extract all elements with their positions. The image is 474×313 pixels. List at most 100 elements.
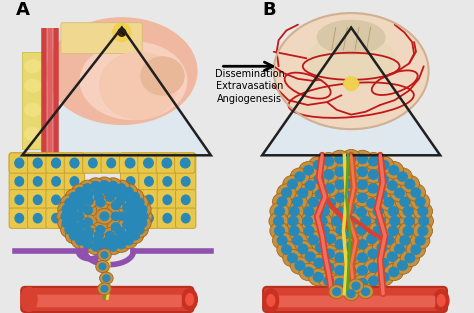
Ellipse shape: [145, 158, 153, 168]
Ellipse shape: [62, 205, 71, 213]
Ellipse shape: [405, 180, 415, 189]
Ellipse shape: [353, 236, 372, 253]
Ellipse shape: [101, 252, 108, 258]
Ellipse shape: [126, 195, 135, 204]
Ellipse shape: [122, 223, 140, 239]
Ellipse shape: [284, 222, 304, 240]
Ellipse shape: [300, 222, 319, 239]
Ellipse shape: [353, 189, 372, 207]
Ellipse shape: [368, 203, 388, 220]
FancyBboxPatch shape: [46, 153, 66, 173]
Ellipse shape: [352, 203, 371, 221]
Ellipse shape: [341, 175, 361, 192]
Ellipse shape: [72, 233, 89, 249]
Ellipse shape: [15, 177, 24, 186]
Ellipse shape: [403, 226, 413, 235]
Ellipse shape: [364, 272, 383, 290]
FancyBboxPatch shape: [46, 153, 66, 173]
Ellipse shape: [341, 225, 361, 242]
Ellipse shape: [384, 198, 394, 207]
Ellipse shape: [145, 177, 153, 186]
FancyBboxPatch shape: [175, 171, 196, 192]
Ellipse shape: [353, 150, 372, 168]
Ellipse shape: [64, 205, 82, 220]
Ellipse shape: [332, 217, 341, 226]
FancyBboxPatch shape: [101, 153, 121, 173]
Ellipse shape: [364, 259, 383, 276]
FancyBboxPatch shape: [139, 171, 159, 192]
Ellipse shape: [127, 216, 144, 232]
Ellipse shape: [309, 198, 319, 207]
Ellipse shape: [270, 203, 289, 220]
FancyBboxPatch shape: [46, 190, 66, 210]
FancyBboxPatch shape: [46, 208, 66, 228]
Ellipse shape: [336, 225, 346, 234]
Ellipse shape: [120, 233, 137, 249]
FancyBboxPatch shape: [9, 208, 29, 228]
Ellipse shape: [101, 285, 108, 292]
Ellipse shape: [101, 189, 119, 205]
Ellipse shape: [316, 190, 325, 199]
Ellipse shape: [34, 195, 42, 204]
Ellipse shape: [304, 267, 313, 277]
Ellipse shape: [363, 245, 383, 263]
Ellipse shape: [372, 186, 392, 203]
Ellipse shape: [298, 213, 317, 230]
Ellipse shape: [383, 203, 403, 220]
Ellipse shape: [89, 233, 106, 249]
Ellipse shape: [277, 184, 296, 201]
Ellipse shape: [114, 208, 131, 224]
Ellipse shape: [299, 162, 318, 179]
Ellipse shape: [135, 208, 152, 224]
Ellipse shape: [163, 177, 172, 186]
Ellipse shape: [130, 232, 139, 240]
Ellipse shape: [120, 184, 137, 199]
Ellipse shape: [298, 244, 308, 254]
Ellipse shape: [134, 215, 151, 231]
Ellipse shape: [331, 203, 351, 221]
Ellipse shape: [346, 280, 356, 289]
Ellipse shape: [134, 202, 151, 217]
Ellipse shape: [288, 232, 307, 249]
Ellipse shape: [400, 249, 419, 267]
Ellipse shape: [72, 226, 90, 241]
Ellipse shape: [67, 219, 84, 235]
FancyBboxPatch shape: [64, 153, 84, 173]
Ellipse shape: [288, 180, 297, 189]
Ellipse shape: [313, 161, 323, 170]
Polygon shape: [22, 28, 211, 155]
Ellipse shape: [106, 231, 114, 239]
Ellipse shape: [358, 285, 374, 299]
Ellipse shape: [127, 201, 144, 217]
Ellipse shape: [65, 226, 73, 234]
Ellipse shape: [116, 197, 125, 205]
Ellipse shape: [64, 212, 82, 228]
Ellipse shape: [347, 290, 355, 297]
Ellipse shape: [117, 240, 126, 249]
Ellipse shape: [399, 222, 418, 240]
Ellipse shape: [374, 269, 394, 286]
Ellipse shape: [109, 243, 118, 251]
Ellipse shape: [163, 213, 172, 223]
Ellipse shape: [410, 193, 430, 210]
Ellipse shape: [335, 154, 345, 164]
Ellipse shape: [411, 188, 420, 197]
Ellipse shape: [70, 195, 79, 204]
Ellipse shape: [395, 244, 404, 254]
Ellipse shape: [358, 167, 367, 176]
Ellipse shape: [108, 185, 125, 200]
Ellipse shape: [361, 217, 371, 226]
Ellipse shape: [91, 195, 109, 211]
Ellipse shape: [89, 183, 106, 199]
FancyBboxPatch shape: [9, 171, 29, 192]
Ellipse shape: [94, 231, 103, 239]
Ellipse shape: [98, 283, 111, 295]
FancyBboxPatch shape: [175, 208, 196, 228]
Ellipse shape: [301, 248, 320, 265]
Ellipse shape: [126, 177, 135, 186]
Ellipse shape: [102, 187, 111, 195]
Ellipse shape: [304, 193, 323, 211]
Ellipse shape: [341, 187, 361, 205]
Ellipse shape: [312, 213, 332, 230]
Ellipse shape: [315, 222, 334, 239]
